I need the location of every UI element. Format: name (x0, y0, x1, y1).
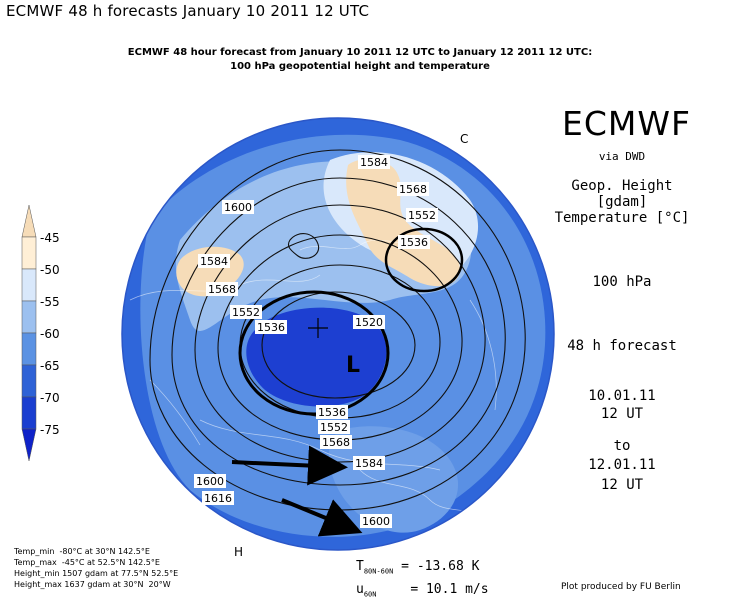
north-pole-cross-icon (308, 318, 328, 338)
colorbar-segments (21, 205, 37, 462)
cold-pressure-letter: C (460, 132, 468, 146)
contour-label-bg (360, 514, 392, 528)
contour-label: 1568 (208, 283, 236, 296)
contour-label-bg (406, 208, 438, 222)
annotation-arrow-upper (231, 445, 348, 486)
high-pressure-letter: H (234, 545, 243, 559)
mean-temperature-subscript: 80N-60N (363, 567, 394, 576)
contour-label: 1600 (196, 475, 224, 488)
annotation-ellipse-high (384, 227, 464, 293)
colorbar-labels: -45 -50 -55 -60 -65 -70 -75 (40, 231, 60, 437)
colorbar-segment (21, 364, 37, 398)
valid-from-time: 12 UT (600, 406, 644, 422)
contour-label: 1552 (232, 306, 260, 319)
contour-label: 1552 (408, 209, 436, 222)
valid-from-date: 10.01.11 (588, 388, 656, 404)
temp-max-stat: Temp_max -45°C at 52.5°N 142.5°E (14, 558, 160, 567)
mean-temperature-symbol: T (356, 559, 364, 574)
contour-label-bg (353, 315, 385, 329)
temperature-max-east (346, 159, 460, 287)
temp-min-stat: Temp_min -80°C at 30°N 142.5°E (14, 547, 150, 556)
zonal-means: T80N-60N = -13.68 K u60N = 10.1 m/s (356, 558, 489, 603)
low-pressure-letter: L (346, 353, 360, 378)
contour-label: 1600 (362, 515, 390, 528)
to-label: to (613, 438, 631, 454)
contour-label: 1520 (355, 316, 383, 329)
contour-label-bg (255, 320, 287, 334)
temperature-colorbar: -45 -50 -55 -60 -65 -70 -75 (21, 205, 60, 462)
mean-wind-value: = 10.1 m/s (410, 581, 489, 597)
contour-label-bg (320, 435, 352, 449)
logo-subtitle: via DWD (598, 150, 646, 163)
contour-label: 1536 (318, 406, 346, 419)
contour-label-bg (353, 456, 385, 470)
colorbar-label: -45 (40, 231, 60, 245)
contour-label-bg (398, 235, 430, 249)
colorbar-label: -55 (40, 295, 60, 309)
contour-label-bg (206, 282, 238, 296)
contour-label-bg (230, 305, 262, 319)
contour-label-bg (202, 491, 234, 505)
contour-label: 1568 (322, 436, 350, 449)
height-min-stat: Height_min 1507 gdam at 77.5°N 52.5°E (14, 569, 179, 578)
valid-to-date: 12.01.11 (588, 457, 656, 473)
colorbar-segment (21, 300, 37, 334)
contour-label: 1600 (224, 201, 252, 214)
colorbar-segment (21, 268, 37, 302)
mean-temperature-value: = -13.68 K (401, 559, 480, 574)
mean-wind-symbol: u (356, 581, 364, 597)
contour-label-bg (316, 405, 348, 419)
contour-label: 1584 (355, 457, 383, 470)
forecast-range-label: 48 h forecast (567, 338, 677, 354)
pressure-level-label: 100 hPa (592, 274, 652, 290)
mean-wind-row: u60N = 10.1 m/s (356, 581, 489, 604)
colorbar-segment (21, 205, 37, 238)
height-contours (149, 149, 526, 511)
colorbar-label: -70 (40, 391, 60, 405)
map-fill (122, 118, 554, 550)
valid-to-time: 12 UT (600, 477, 644, 493)
contour-label-bg (198, 254, 230, 268)
field-statistics: Temp_min -80°C at 30°N 142.5°E Temp_max … (14, 546, 178, 590)
colorbar-label: -50 (40, 263, 60, 277)
contour-label-bg (194, 474, 226, 488)
contour-label-group: 1584 1568 1552 1536 1600 1584 1568 1552 … (194, 155, 438, 528)
contour-label-bg (222, 200, 254, 214)
plot-credit: Plot produced by FU Berlin (561, 582, 681, 592)
subtitle-line-1: ECMWF 48 hour forecast from January 10 2… (127, 47, 593, 58)
colorbar-segment (21, 332, 37, 366)
ecmwf-logo: ECMWF (562, 104, 691, 143)
annotation-arrow-lower (281, 498, 363, 537)
contour-label: 1616 (204, 492, 232, 505)
mean-temperature-row: T80N-60N = -13.68 K (356, 558, 489, 581)
mean-wind-subscript: 60N (363, 590, 377, 599)
contour-label: 1584 (360, 156, 388, 169)
map-subtitle: ECMWF 48 hour forecast from January 10 2… (60, 46, 660, 74)
contour-label: 1552 (320, 421, 348, 434)
contour-label: 1536 (257, 321, 285, 334)
contour-label: 1584 (200, 255, 228, 268)
colorbar-label: -75 (40, 423, 60, 437)
colorbar-label: -60 (40, 327, 60, 341)
contour-label: 1568 (399, 183, 427, 196)
colorbar-segment (21, 428, 37, 462)
contour-label: 1536 (400, 236, 428, 249)
contour-label-bg (397, 182, 429, 196)
variable-temperature-label: Temperature [°C] (554, 210, 690, 226)
height-max-stat: Height_max 1637 gdam at 30°N 20°W (14, 580, 171, 589)
annotation-ellipse-low (238, 290, 390, 416)
map-disc-outline (121, 117, 555, 551)
colorbar-segment (21, 396, 37, 430)
contour-label-bg (318, 420, 350, 434)
contour-label-bg (358, 155, 390, 169)
colorbar-label: -65 (40, 359, 60, 373)
subtitle-line-2: 100 hPa geopotential height and temperat… (230, 61, 490, 72)
page-heading: ECMWF 48 h forecasts January 10 2011 12 … (6, 2, 370, 20)
variable-height-label: Geop. Height [gdam] (571, 178, 673, 210)
colorbar-segment (21, 236, 37, 270)
